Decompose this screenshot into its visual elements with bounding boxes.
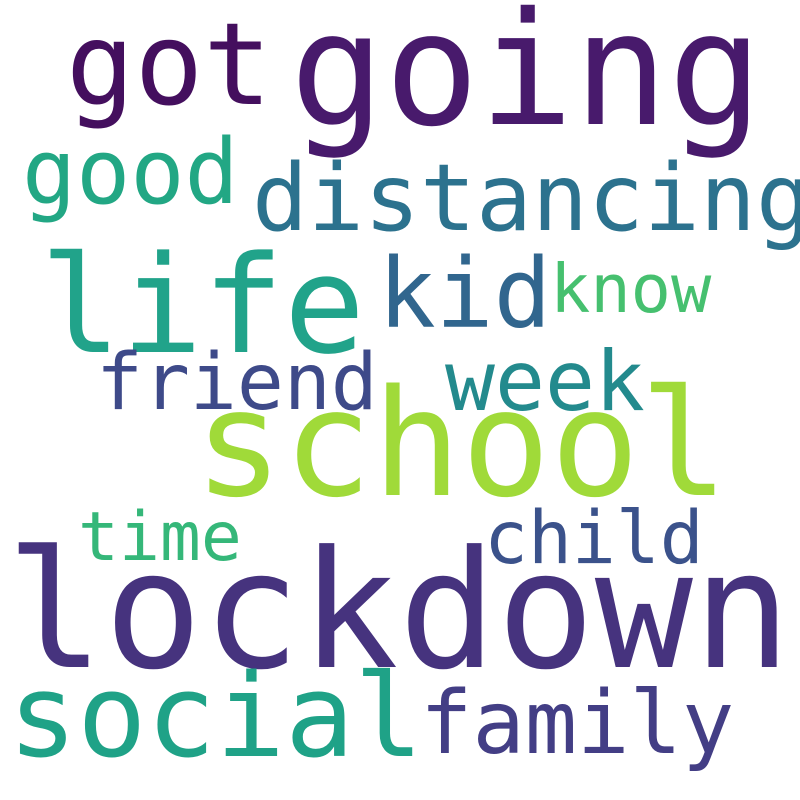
- word-social: social: [8, 650, 424, 784]
- word-distancing: distancing: [252, 144, 800, 252]
- word-good: good: [22, 120, 239, 225]
- word-got: got: [66, 0, 272, 131]
- word-week: week: [445, 333, 645, 430]
- word-kid: kid: [378, 238, 552, 350]
- word-time: time: [78, 498, 242, 577]
- word-friend: friend: [96, 338, 378, 428]
- word-family: family: [420, 672, 735, 774]
- word-lockdown: lockdown: [6, 517, 792, 706]
- word-know: know: [550, 250, 712, 328]
- word-school: school: [194, 358, 729, 530]
- word-going: going: [290, 0, 763, 162]
- word-life: life: [40, 227, 366, 384]
- word-child: child: [484, 496, 704, 581]
